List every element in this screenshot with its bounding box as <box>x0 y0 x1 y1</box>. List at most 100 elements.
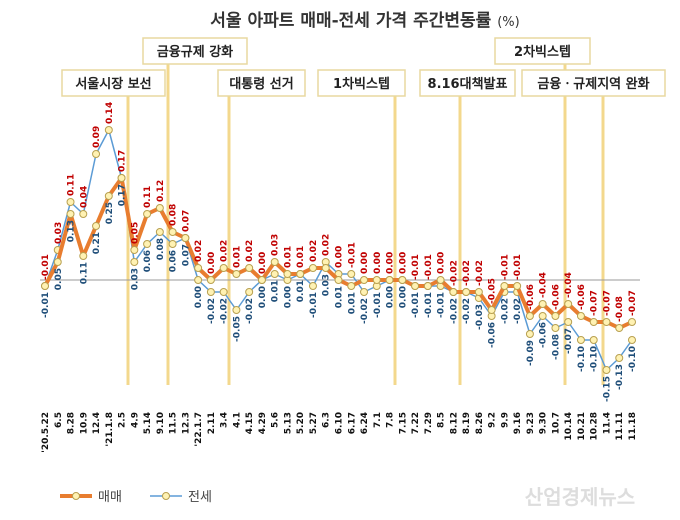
data-label-sale: 0.05 <box>130 222 140 244</box>
series-jeonse <box>41 126 636 374</box>
x-tick-label: '20.5.22 <box>41 412 51 453</box>
data-point <box>308 282 317 290</box>
data-label-sale: -0.07 <box>628 290 638 316</box>
x-tick-label: '21.1.8 <box>105 412 115 447</box>
data-label-jeonse: -0.07 <box>564 328 574 354</box>
data-point <box>168 228 177 236</box>
data-label-jeonse: -0.05 <box>232 316 242 342</box>
data-label-sale: 0.11 <box>67 174 77 196</box>
data-point <box>219 288 228 296</box>
x-tick-label: '22.1.7 <box>194 412 204 447</box>
data-label-jeonse: 0.00 <box>194 286 204 308</box>
data-label-sale: -0.06 <box>526 284 536 310</box>
data-point <box>449 288 458 296</box>
data-label-jeonse: 0.05 <box>54 268 64 290</box>
data-label-sale: -0.01 <box>411 254 421 280</box>
x-tick-label: 5.6 <box>271 412 281 428</box>
data-label-sale: -0.04 <box>539 272 549 298</box>
annotation-box <box>142 37 248 65</box>
data-label-sale: 0.01 <box>283 246 293 268</box>
data-label-sale: 0.02 <box>194 240 204 262</box>
data-label-sale: 0.00 <box>207 252 217 274</box>
data-point <box>525 330 534 338</box>
data-label-sale: 0.02 <box>220 240 230 262</box>
data-point <box>602 318 611 326</box>
data-point <box>206 276 215 284</box>
x-tick-label: 10.14 <box>564 412 574 440</box>
data-label-jeonse: 0.01 <box>335 286 345 308</box>
x-tick-label: 5.13 <box>283 412 293 434</box>
x-tick-label: 4.1 <box>232 412 242 428</box>
data-point <box>66 198 75 206</box>
data-label-sale: 0.02 <box>322 234 332 256</box>
data-label-jeonse: 0.01 <box>296 280 306 302</box>
data-point <box>423 282 432 290</box>
data-label-sale: -0.01 <box>513 254 523 280</box>
x-tick-label: 8.26 <box>475 412 485 434</box>
data-point <box>411 282 420 290</box>
data-label-sale: -0.01 <box>500 254 510 280</box>
data-label-jeonse: -0.02 <box>245 298 255 324</box>
x-tick-label: 7.22 <box>411 412 421 434</box>
data-label-jeonse: -0.01 <box>373 292 383 318</box>
data-point <box>462 288 471 296</box>
x-tick-label: 11.18 <box>628 412 638 440</box>
data-label-jeonse: 0.01 <box>271 280 281 302</box>
x-tick-label: 6.17 <box>347 412 357 434</box>
data-point <box>130 246 139 254</box>
data-label-jeonse: 0.03 <box>130 268 140 290</box>
annotation-label: 1차빅스텝 <box>333 76 390 92</box>
data-label-jeonse: -0.09 <box>526 340 536 366</box>
data-label-jeonse: -0.01 <box>437 292 447 318</box>
data-label-jeonse: -0.10 <box>628 346 638 372</box>
data-point <box>232 270 241 278</box>
data-label-jeonse: 0.00 <box>283 286 293 308</box>
data-label-sale: -0.01 <box>424 254 434 280</box>
annotation-label: 서울시장 보선 <box>75 76 151 92</box>
data-label-sale: -0.06 <box>551 284 561 310</box>
data-label-jeonse: -0.06 <box>488 322 498 348</box>
data-label-jeonse: -0.02 <box>207 298 217 324</box>
data-point <box>628 336 636 344</box>
data-label-sale: 0.02 <box>309 240 319 262</box>
data-label-sale: 0.09 <box>92 126 102 148</box>
data-point <box>525 312 534 320</box>
data-point <box>615 324 624 332</box>
data-point <box>615 354 624 362</box>
data-labels: -0.01-0.010.030.050.110.130.040.110.090.… <box>41 102 638 402</box>
x-tick-label: 7.8 <box>386 412 396 428</box>
data-label-jeonse: -0.08 <box>551 334 561 360</box>
data-point <box>92 222 101 230</box>
data-point <box>219 264 228 272</box>
data-label-jeonse: 0.08 <box>156 238 166 260</box>
data-label-jeonse: 0.25 <box>105 202 115 224</box>
data-point <box>538 300 547 308</box>
data-point <box>270 270 279 278</box>
x-tick-label: 7.15 <box>398 412 408 434</box>
data-label-jeonse: -0.02 <box>513 298 523 324</box>
data-label-sale: 0.01 <box>296 246 306 268</box>
annotation-label: 2차빅스텝 <box>514 44 571 60</box>
data-label-sale: 0.00 <box>398 252 408 274</box>
x-tick-label: 10.9 <box>79 412 89 434</box>
annotation-label: 8.16대책발표 <box>428 76 508 92</box>
data-label-sale: 0.02 <box>245 240 255 262</box>
data-point <box>500 282 509 290</box>
data-point <box>232 306 241 314</box>
data-label-sale: -0.08 <box>615 296 625 322</box>
x-tick-label: 8.19 <box>462 412 472 434</box>
data-point <box>538 312 547 320</box>
data-label-sale: 0.08 <box>169 204 179 226</box>
event-marker-lines <box>126 64 605 385</box>
data-label-jeonse: 0.01 <box>347 292 357 314</box>
x-tick-label: 6.24 <box>360 412 370 434</box>
data-point <box>143 240 152 248</box>
x-tick-label: 8.12 <box>449 412 459 434</box>
data-point <box>551 324 560 332</box>
data-label-sale: 0.00 <box>258 252 268 274</box>
annotation-box <box>419 69 516 97</box>
x-tick-label: 9.23 <box>526 412 536 434</box>
data-point <box>245 288 254 296</box>
data-point <box>474 288 483 296</box>
x-axis-labels: '20.5.22 6.5 8.28 10.9 12.4'21.1.8 2.5 4.9 5.14… <box>41 412 638 453</box>
